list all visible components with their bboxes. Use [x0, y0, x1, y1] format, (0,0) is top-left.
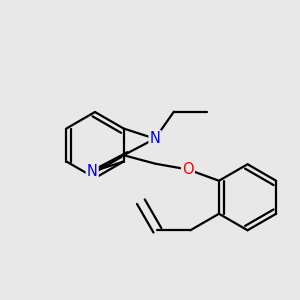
Text: N: N — [149, 131, 161, 146]
Text: N: N — [87, 164, 98, 179]
Text: O: O — [182, 162, 194, 177]
